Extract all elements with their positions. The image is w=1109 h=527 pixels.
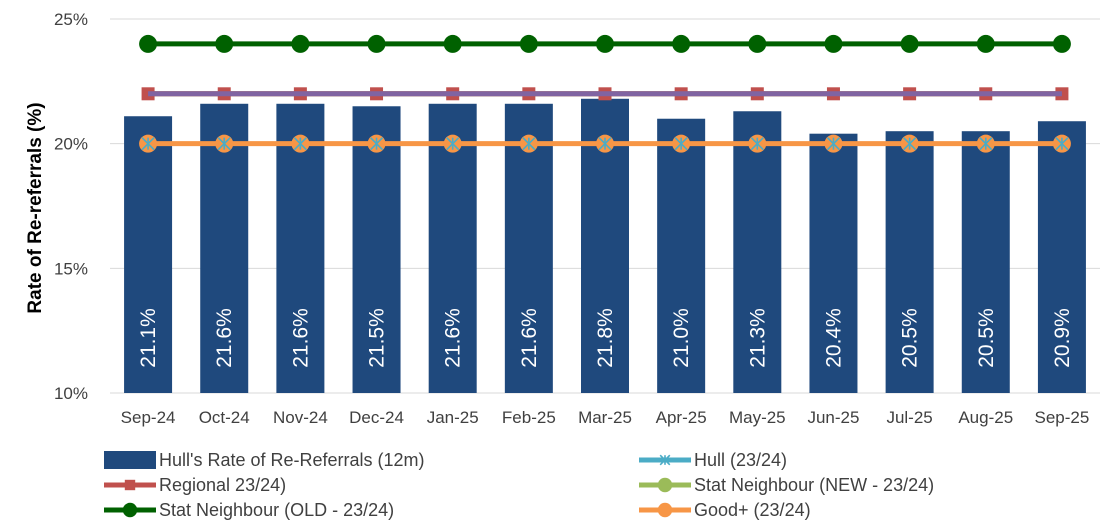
x-tick-label: Jun-25 (807, 408, 859, 427)
x-tick-label: Oct-24 (199, 408, 250, 427)
series-point (672, 34, 691, 53)
series-point (657, 477, 673, 493)
legend-item: Regional 23/24) (104, 475, 286, 495)
bar-Apr-25 (657, 118, 706, 393)
bar-data-label: 20.5% (899, 308, 922, 368)
series-point (522, 137, 536, 151)
bar-Dec-24 (352, 106, 401, 394)
data-labels: 21.1% 21.6% 21.6% 21.5% 21.6% 21.6% 21.8% 21.0%… (137, 308, 1074, 368)
bar-data-label: 21.6% (289, 308, 312, 368)
series-lines (139, 34, 1071, 153)
series-point (446, 137, 460, 151)
series-point (826, 137, 841, 151)
series-point (1052, 34, 1071, 53)
bar-data-label: 20.5% (975, 308, 998, 368)
series-point (217, 137, 231, 151)
bar-Aug-25 (961, 131, 1010, 393)
y-axis-ticks: 10% 15% 20% 25% (54, 10, 88, 403)
x-tick-label: Nov-24 (273, 408, 328, 427)
bar-data-label: 21.0% (670, 308, 693, 368)
series-stat-neighbour-old-23-24- (139, 34, 1071, 53)
series-point (903, 137, 917, 151)
legend-label: Good+ (23/24) (694, 500, 811, 520)
x-tick-label: Jul-25 (886, 408, 932, 427)
bar-data-label: 21.6% (442, 308, 465, 368)
series-point (976, 34, 995, 53)
legend-item: Stat Neighbour (NEW - 23/24) (639, 475, 934, 495)
series-point (674, 137, 688, 151)
series-point (596, 34, 614, 53)
bar-data-label: 21.8% (594, 308, 617, 368)
series-point (293, 137, 307, 151)
bar-May-25 (733, 111, 782, 394)
x-axis-ticks: Sep-24 Oct-24 Nov-24 Dec-24 Jan-25 Feb-25 Mar-… (121, 408, 1090, 427)
series-point (124, 479, 136, 491)
y-tick-label: 15% (54, 259, 88, 278)
bar-data-label: 21.3% (746, 308, 769, 368)
legend-label: Hull's Rate of Re-Referrals (12m) (159, 450, 425, 470)
legend-item: Hull (23/24) (639, 450, 787, 470)
series-point (748, 34, 767, 53)
bar-data-label: 21.5% (366, 308, 389, 368)
bar-data-label: 20.4% (822, 308, 845, 368)
bar-data-label: 20.9% (1051, 308, 1074, 368)
legend: Hull's Rate of Re-Referrals (12m) Hull (2… (104, 450, 934, 520)
bar-Sep-25 (1037, 121, 1086, 393)
legend-item: Good+ (23/24) (639, 500, 811, 520)
series-point (750, 137, 764, 151)
x-tick-label: Sep-24 (121, 408, 176, 427)
series-point (519, 34, 538, 53)
series-point (657, 502, 673, 518)
series-hull-23-24 (141, 137, 1069, 151)
series-point (979, 137, 993, 151)
series-point (443, 34, 462, 53)
series-point (900, 34, 919, 53)
x-tick-label: Feb-25 (502, 408, 556, 427)
x-tick-label: Dec-24 (349, 408, 404, 427)
legend-label: Stat Neighbour (OLD - 23/24) (159, 500, 394, 520)
series-point (1055, 137, 1069, 151)
y-tick-label: 25% (54, 10, 88, 29)
y-axis-label: Rate of Re-referrals (%) (25, 102, 46, 313)
series-point (369, 137, 384, 151)
legend-item: Stat Neighbour (OLD - 23/24) (104, 500, 394, 520)
series-point (215, 34, 234, 53)
series-point (598, 137, 612, 151)
series-point (141, 137, 155, 151)
series-point (291, 34, 310, 53)
x-tick-label: Mar-25 (578, 408, 632, 427)
legend-item: Hull's Rate of Re-Referrals (12m) (104, 450, 425, 470)
x-tick-label: May-25 (729, 408, 786, 427)
y-tick-label: 10% (54, 384, 88, 403)
y-tick-label: 20% (54, 135, 88, 154)
series-point (824, 34, 843, 53)
x-tick-label: Aug-25 (958, 408, 1013, 427)
legend-label: Hull (23/24) (694, 450, 787, 470)
legend-label: Stat Neighbour (NEW - 23/24) (694, 475, 934, 495)
x-tick-label: Apr-25 (656, 408, 707, 427)
bar-data-label: 21.6% (213, 308, 236, 368)
series-point (122, 502, 138, 518)
series-point (659, 454, 671, 466)
bar-data-label: 21.6% (518, 308, 541, 368)
bar-Sep-24 (124, 116, 173, 394)
bar-Jul-25 (885, 131, 934, 393)
bar-data-label: 21.1% (137, 308, 160, 368)
legend-swatch (104, 451, 156, 469)
legend-label: Regional 23/24) (159, 475, 286, 495)
series-point (139, 34, 158, 53)
x-tick-label: Sep-25 (1035, 408, 1090, 427)
series-point (367, 34, 386, 53)
bar-Jun-25 (809, 133, 858, 393)
x-tick-label: Jan-25 (427, 408, 479, 427)
